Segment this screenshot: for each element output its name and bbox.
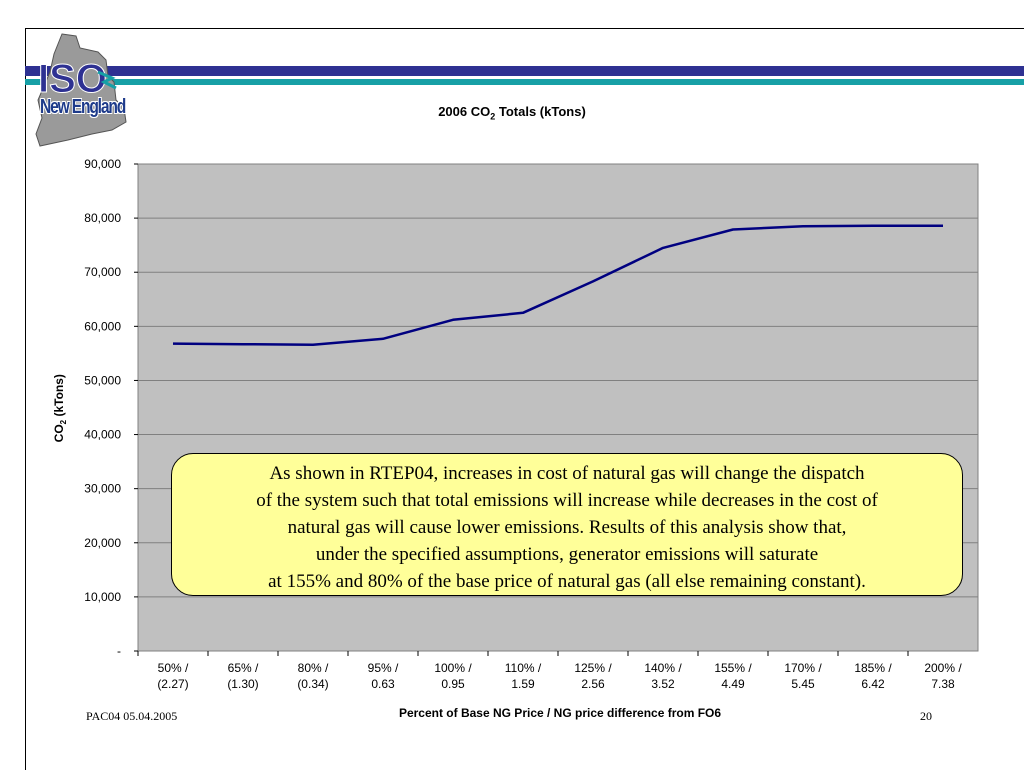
x-tick-label: 200% /7.38 [924,661,962,691]
x-tick-label: 50% / (2.27) [157,661,189,691]
callout-line: at 155% and 80% of the base price of nat… [268,571,866,592]
y-axis-label: CO2 (kTons) [51,374,69,443]
y-tick-label: 90,000 [84,157,121,171]
y-tick-label: 80,000 [84,211,121,225]
x-tick-label: 140% /3.52 [644,661,682,691]
x-tick-label: 80% / (0.34) [297,661,329,691]
y-tick-label: 50,000 [84,373,121,387]
y-tick-label: 10,000 [84,590,121,604]
logo-wordmark: New England [40,96,126,118]
x-tick-label: 65% / (1.30) [227,661,259,691]
y-tick-label: 30,000 [84,482,121,496]
callout-line: natural gas will cause lower emissions. … [287,517,847,538]
annotation-callout: As shown in RTEP04, increases in cost of… [171,453,963,596]
page-number: 20 [920,709,932,723]
y-tick-label: 20,000 [84,536,121,550]
header-band-teal [25,79,1024,85]
x-tick-label: 95% /0.63 [368,661,399,691]
x-tick-label: 155% /4.49 [714,661,752,691]
y-axis-ticks: - 10,000 20,000 30,000 40,000 50,000 60,000 70,… [84,157,138,658]
y-tick-label: 60,000 [84,319,121,333]
x-axis-ticks: 50% / (2.27) 65% / (1.30) 80% / (0.34) 95% /0.… [137,651,962,691]
y-tick-label: 70,000 [84,265,121,279]
x-tick-label: 110% /1.59 [505,661,542,691]
callout-line: under the specified assumptions, generat… [315,544,819,565]
x-tick-label: 100% /0.95 [434,661,472,691]
x-tick-label: 125% /2.56 [574,661,612,691]
x-tick-label: 185% /6.42 [854,661,892,691]
callout-line: of the system such that total emissions … [256,490,878,511]
y-tick-label: 40,000 [84,428,121,442]
iso-new-england-logo: ISO [35,33,127,147]
x-axis-label: Percent of Base NG Price / NG price diff… [398,706,722,720]
slide-frame [25,28,1024,770]
footer-date: PAC04 05.04.2005 [86,709,178,723]
header-band-navy [25,66,1024,76]
chart-title: 2006 CO2 Totals (kTons) [438,104,586,122]
callout-line: As shown in RTEP04, increases in cost of… [269,463,865,484]
series-line-co2 [172,224,943,346]
y-tick-label: - [117,644,121,658]
svg-text:ISO: ISO [38,57,107,101]
x-tick-label: 170% /5.45 [784,661,822,691]
